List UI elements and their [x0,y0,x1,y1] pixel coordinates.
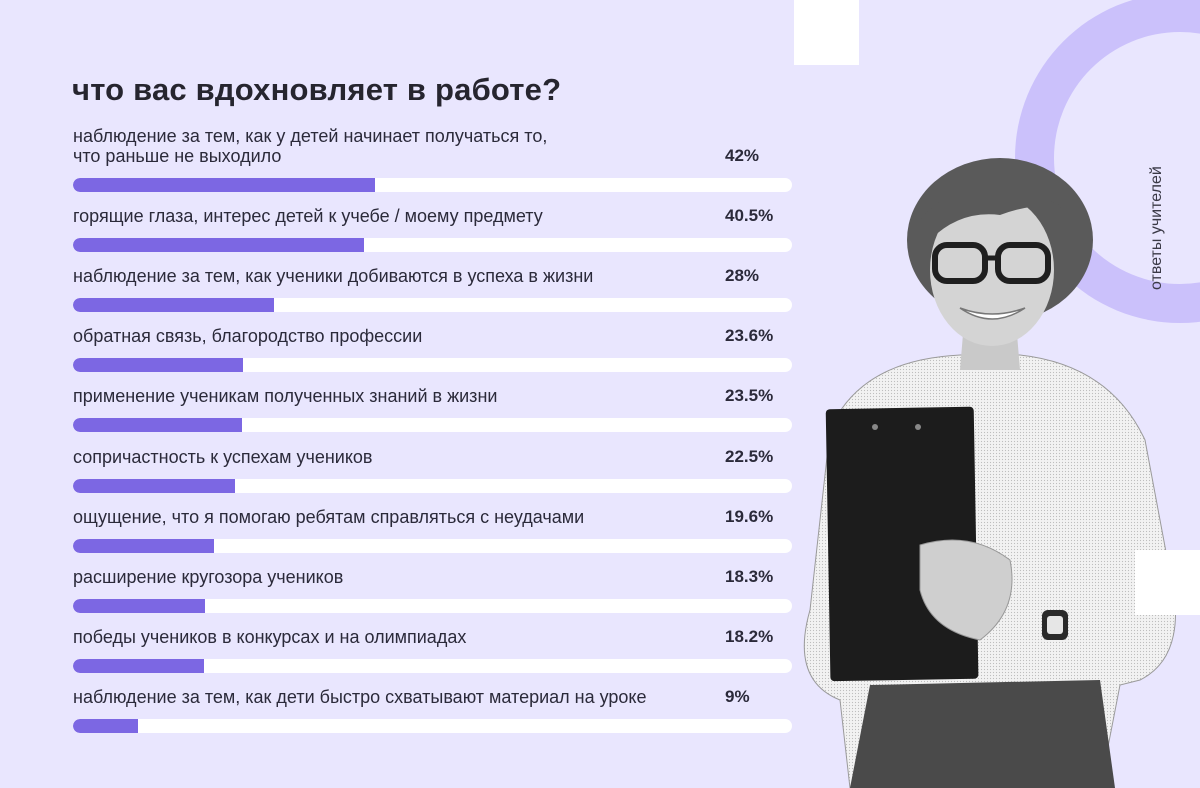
bar-chart: наблюдение за тем, как у детей начинает … [73,0,793,788]
bar-label: победы учеников в конкурсах и на олимпиа… [73,626,467,647]
bar-row: сопричастность к успехам учеников 22.5% [73,413,793,493]
bar-label: наблюдение за тем, как ученики добиваютс… [73,266,594,287]
bar-track [73,718,792,733]
bar [73,238,365,253]
bar-row: ощущение, что я помогаю ребятам справлят… [73,473,793,553]
bar [73,478,235,493]
bar-value-label: 23.5% [725,386,774,406]
bar [73,538,214,553]
bar-track [73,538,792,553]
bar [73,358,243,373]
bar-label: обратная связь, благородство профессии [73,326,423,347]
bar [73,418,242,433]
bar-track [73,478,792,493]
bar-row: наблюдение за тем, как у детей начинает … [73,112,793,192]
bar-row: расширение кругозора учеников 18.3% [73,533,793,613]
bar-row: победы учеников в конкурсах и на олимпиа… [73,593,793,673]
bar-value-label: 18.3% [725,566,774,586]
bar-label: ощущение, что я помогаю ребятам справлят… [73,506,585,527]
bar-row: применение ученикам полученных знаний в … [73,352,793,433]
bar [73,178,375,192]
bar-label: наблюдение за тем, как дети быстро схват… [73,686,647,707]
bar-value-label: 28% [725,266,760,286]
bar-label: сопричастность к успехам учеников [73,446,373,467]
bar-row: наблюдение за тем, как ученики добиваютс… [73,232,793,313]
bar-value-label: 40.5% [725,206,774,226]
bar [73,598,205,613]
bar [73,298,275,313]
bar-track [73,598,792,613]
bar-label: горящие глаза, интерес детей к учебе / м… [73,206,543,227]
chart-title: что вас вдохновляет в работе? [72,72,562,107]
bar-track [73,358,792,373]
bar-row: горящие глаза, интерес детей к учебе / м… [73,172,793,253]
bar [73,658,204,673]
bar-value-label: 23.6% [725,326,774,346]
bar-label: расширение кругозора учеников [73,566,344,587]
bar-label: применение ученикам полученных знаний в … [73,386,498,407]
bar-track [73,658,792,673]
bar-track [73,238,792,253]
bar-value-label: 18.2% [725,626,774,646]
bar-row: наблюдение за тем, как дети быстро схват… [73,653,793,733]
bar-value-label: 22.5% [725,446,774,466]
decorative-square-top [794,0,859,65]
teacher-photo [803,158,1177,788]
bar-value-label: 42% [725,146,760,165]
bar-label: наблюдение за тем, как у детей начинает … [73,126,548,166]
bar-track [73,178,792,192]
bar [73,718,138,733]
bar-track [73,418,792,433]
decorative-square-right [1135,550,1200,615]
bar-value-label: 19.6% [725,506,774,526]
bar-track [73,298,792,313]
bar-value-label: 9% [725,686,750,706]
bar-row: обратная связь, благородство профессии 23… [73,292,793,373]
